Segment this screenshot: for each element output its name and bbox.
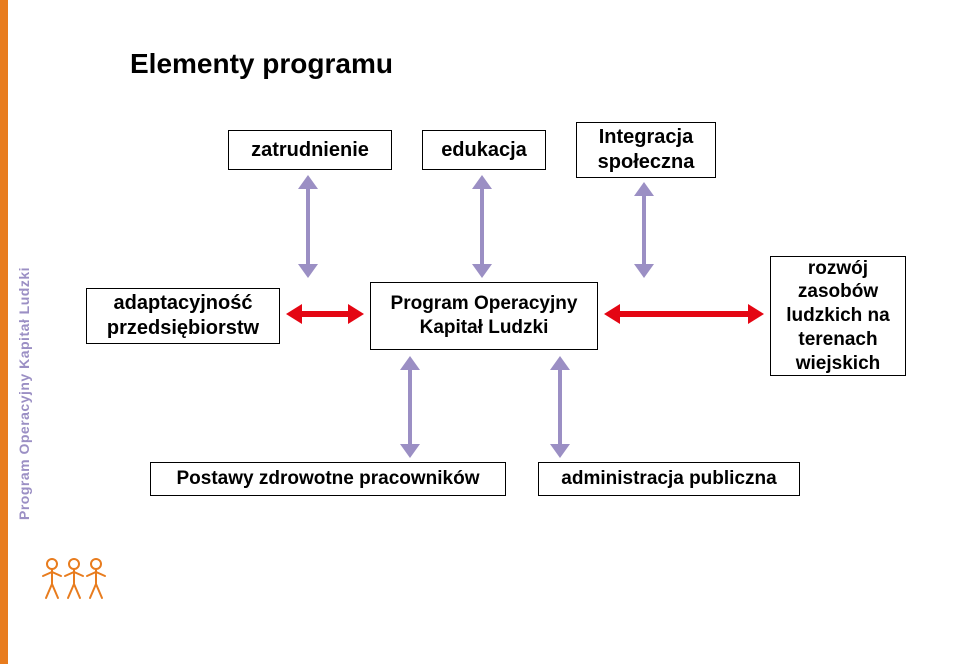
people-icon — [40, 556, 112, 600]
arrows-layer — [0, 0, 960, 664]
